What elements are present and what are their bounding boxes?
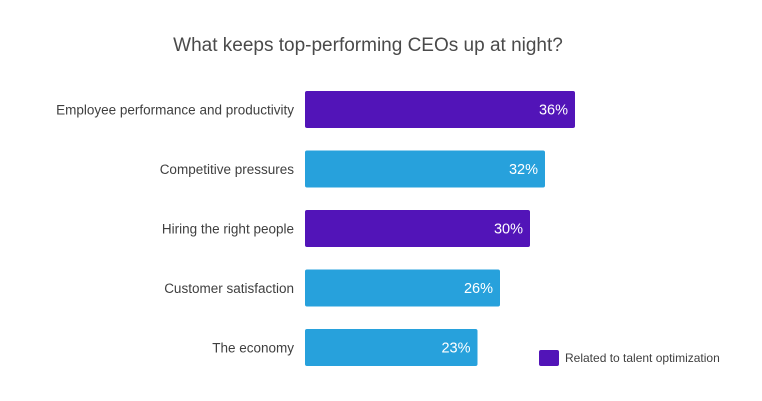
bar [305, 269, 500, 307]
bar [305, 91, 575, 128]
data-label: 36% [539, 103, 568, 119]
legend-label: Related to talent optimization [565, 351, 720, 365]
category-label: Hiring the right people [162, 222, 294, 237]
chart-title: What keeps top-performing CEOs up at nig… [173, 35, 563, 56]
bar [305, 210, 530, 247]
data-label: 23% [441, 341, 470, 357]
data-label: 32% [509, 162, 538, 178]
bars-layer: Employee performance and productivity 36%… [56, 91, 575, 366]
bar [305, 329, 478, 366]
category-label: Customer satisfaction [164, 281, 294, 296]
category-label: The economy [212, 341, 294, 356]
data-label: 26% [464, 281, 493, 297]
legend-swatch [539, 350, 559, 366]
category-label: Competitive pressures [160, 162, 295, 177]
category-label: Employee performance and productivity [56, 103, 294, 118]
bar [305, 150, 545, 188]
data-label: 30% [494, 222, 523, 238]
legend: Related to talent optimization [539, 350, 720, 366]
